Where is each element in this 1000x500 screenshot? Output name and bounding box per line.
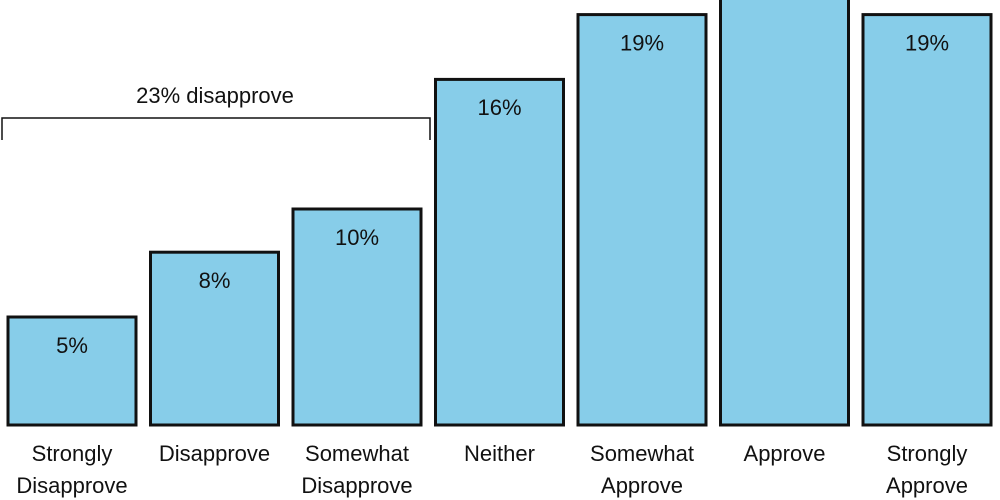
- bar: [434, 77, 565, 427]
- x-tick-label: Neither: [464, 441, 535, 466]
- bar: [149, 250, 280, 427]
- x-tick-label: Strongly Disapprove: [16, 441, 127, 498]
- x-tick-label: Somewhat Disapprove: [301, 441, 412, 498]
- value-label: 8%: [199, 268, 231, 293]
- bar: [576, 13, 708, 427]
- x-tick-label: Approve: [744, 441, 826, 466]
- bar: [861, 13, 993, 427]
- x-tick-label: Somewhat Approve: [590, 441, 694, 498]
- value-label: 16%: [477, 95, 521, 120]
- value-label: 10%: [335, 225, 379, 250]
- x-tick-label: Strongly Approve: [886, 441, 968, 498]
- value-label: 19%: [905, 30, 949, 55]
- value-label: 5%: [56, 333, 88, 358]
- bar: [719, 0, 850, 427]
- bar: [291, 207, 423, 427]
- bar: [6, 315, 138, 427]
- bracket: [1, 117, 431, 140]
- annotation: 23% disapprove: [136, 83, 294, 108]
- x-tick-label: Disapprove: [159, 441, 270, 466]
- value-label: 19%: [620, 30, 664, 55]
